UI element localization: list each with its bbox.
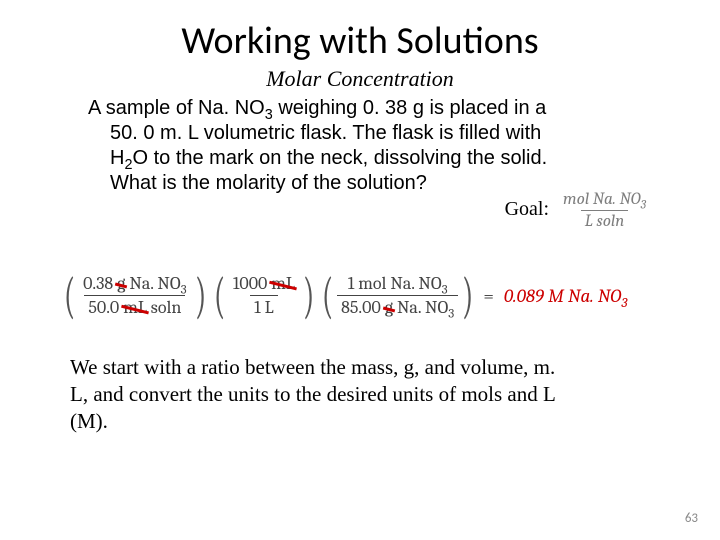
problem-line1-post: weighing 0. 38 g is placed in a	[273, 97, 547, 119]
strike-unit: mL	[123, 297, 147, 318]
page-number: 63	[685, 511, 698, 526]
goal-numerator: mol Na. NO3	[559, 190, 650, 210]
lparen-icon: (	[214, 276, 225, 316]
problem-line1-pre: A sample of Na. NO	[88, 97, 265, 119]
term1-fraction: 0.38 g Na. NO3 50.0 mL soln	[79, 273, 191, 318]
equation-result: 0.089 M Na. NO3	[504, 285, 627, 307]
goal-label: Goal:	[505, 198, 549, 223]
goal-row: Goal: mol Na. NO3 L soln	[40, 190, 650, 231]
equals-sign: =	[483, 285, 494, 307]
problem-statement: A sample of Na. NO3 weighing 0. 38 g is …	[88, 96, 660, 196]
slide-subtitle: Molar Concentration	[40, 66, 680, 92]
equation-term-3: ( 1 mol Na. NO3 85.00 g Na. NO3 )	[318, 273, 477, 318]
rparen-icon: )	[194, 276, 205, 316]
strike-unit: mL	[271, 273, 295, 294]
lparen-icon: (	[64, 276, 75, 316]
equation-term-2: ( 1000 mL 1 L )	[210, 273, 318, 318]
lparen-icon: (	[322, 276, 333, 316]
strike-unit: g	[117, 273, 125, 294]
problem-line3: H2O to the mark on the neck, dissolving …	[88, 146, 660, 171]
equation-term-1: ( 0.38 g Na. NO3 50.0 mL soln )	[60, 273, 210, 318]
slide: Working with Solutions Molar Concentrati…	[0, 0, 720, 540]
slide-title: Working with Solutions	[40, 18, 680, 64]
dimensional-analysis-equation: ( 0.38 g Na. NO3 50.0 mL soln ) ( 1000 m…	[40, 273, 680, 318]
rparen-icon: )	[303, 276, 314, 316]
goal-denominator: L soln	[581, 210, 629, 231]
rparen-icon: )	[462, 276, 473, 316]
explanation-text: We start with a ratio between the mass, …	[70, 354, 560, 435]
term3-fraction: 1 mol Na. NO3 85.00 g Na. NO3	[337, 273, 458, 318]
goal-fraction: mol Na. NO3 L soln	[559, 190, 650, 231]
term2-fraction: 1000 mL 1 L	[229, 273, 299, 318]
problem-line2: 50. 0 m. L volumetric flask. The flask i…	[88, 121, 660, 146]
strike-unit: g	[385, 297, 393, 318]
